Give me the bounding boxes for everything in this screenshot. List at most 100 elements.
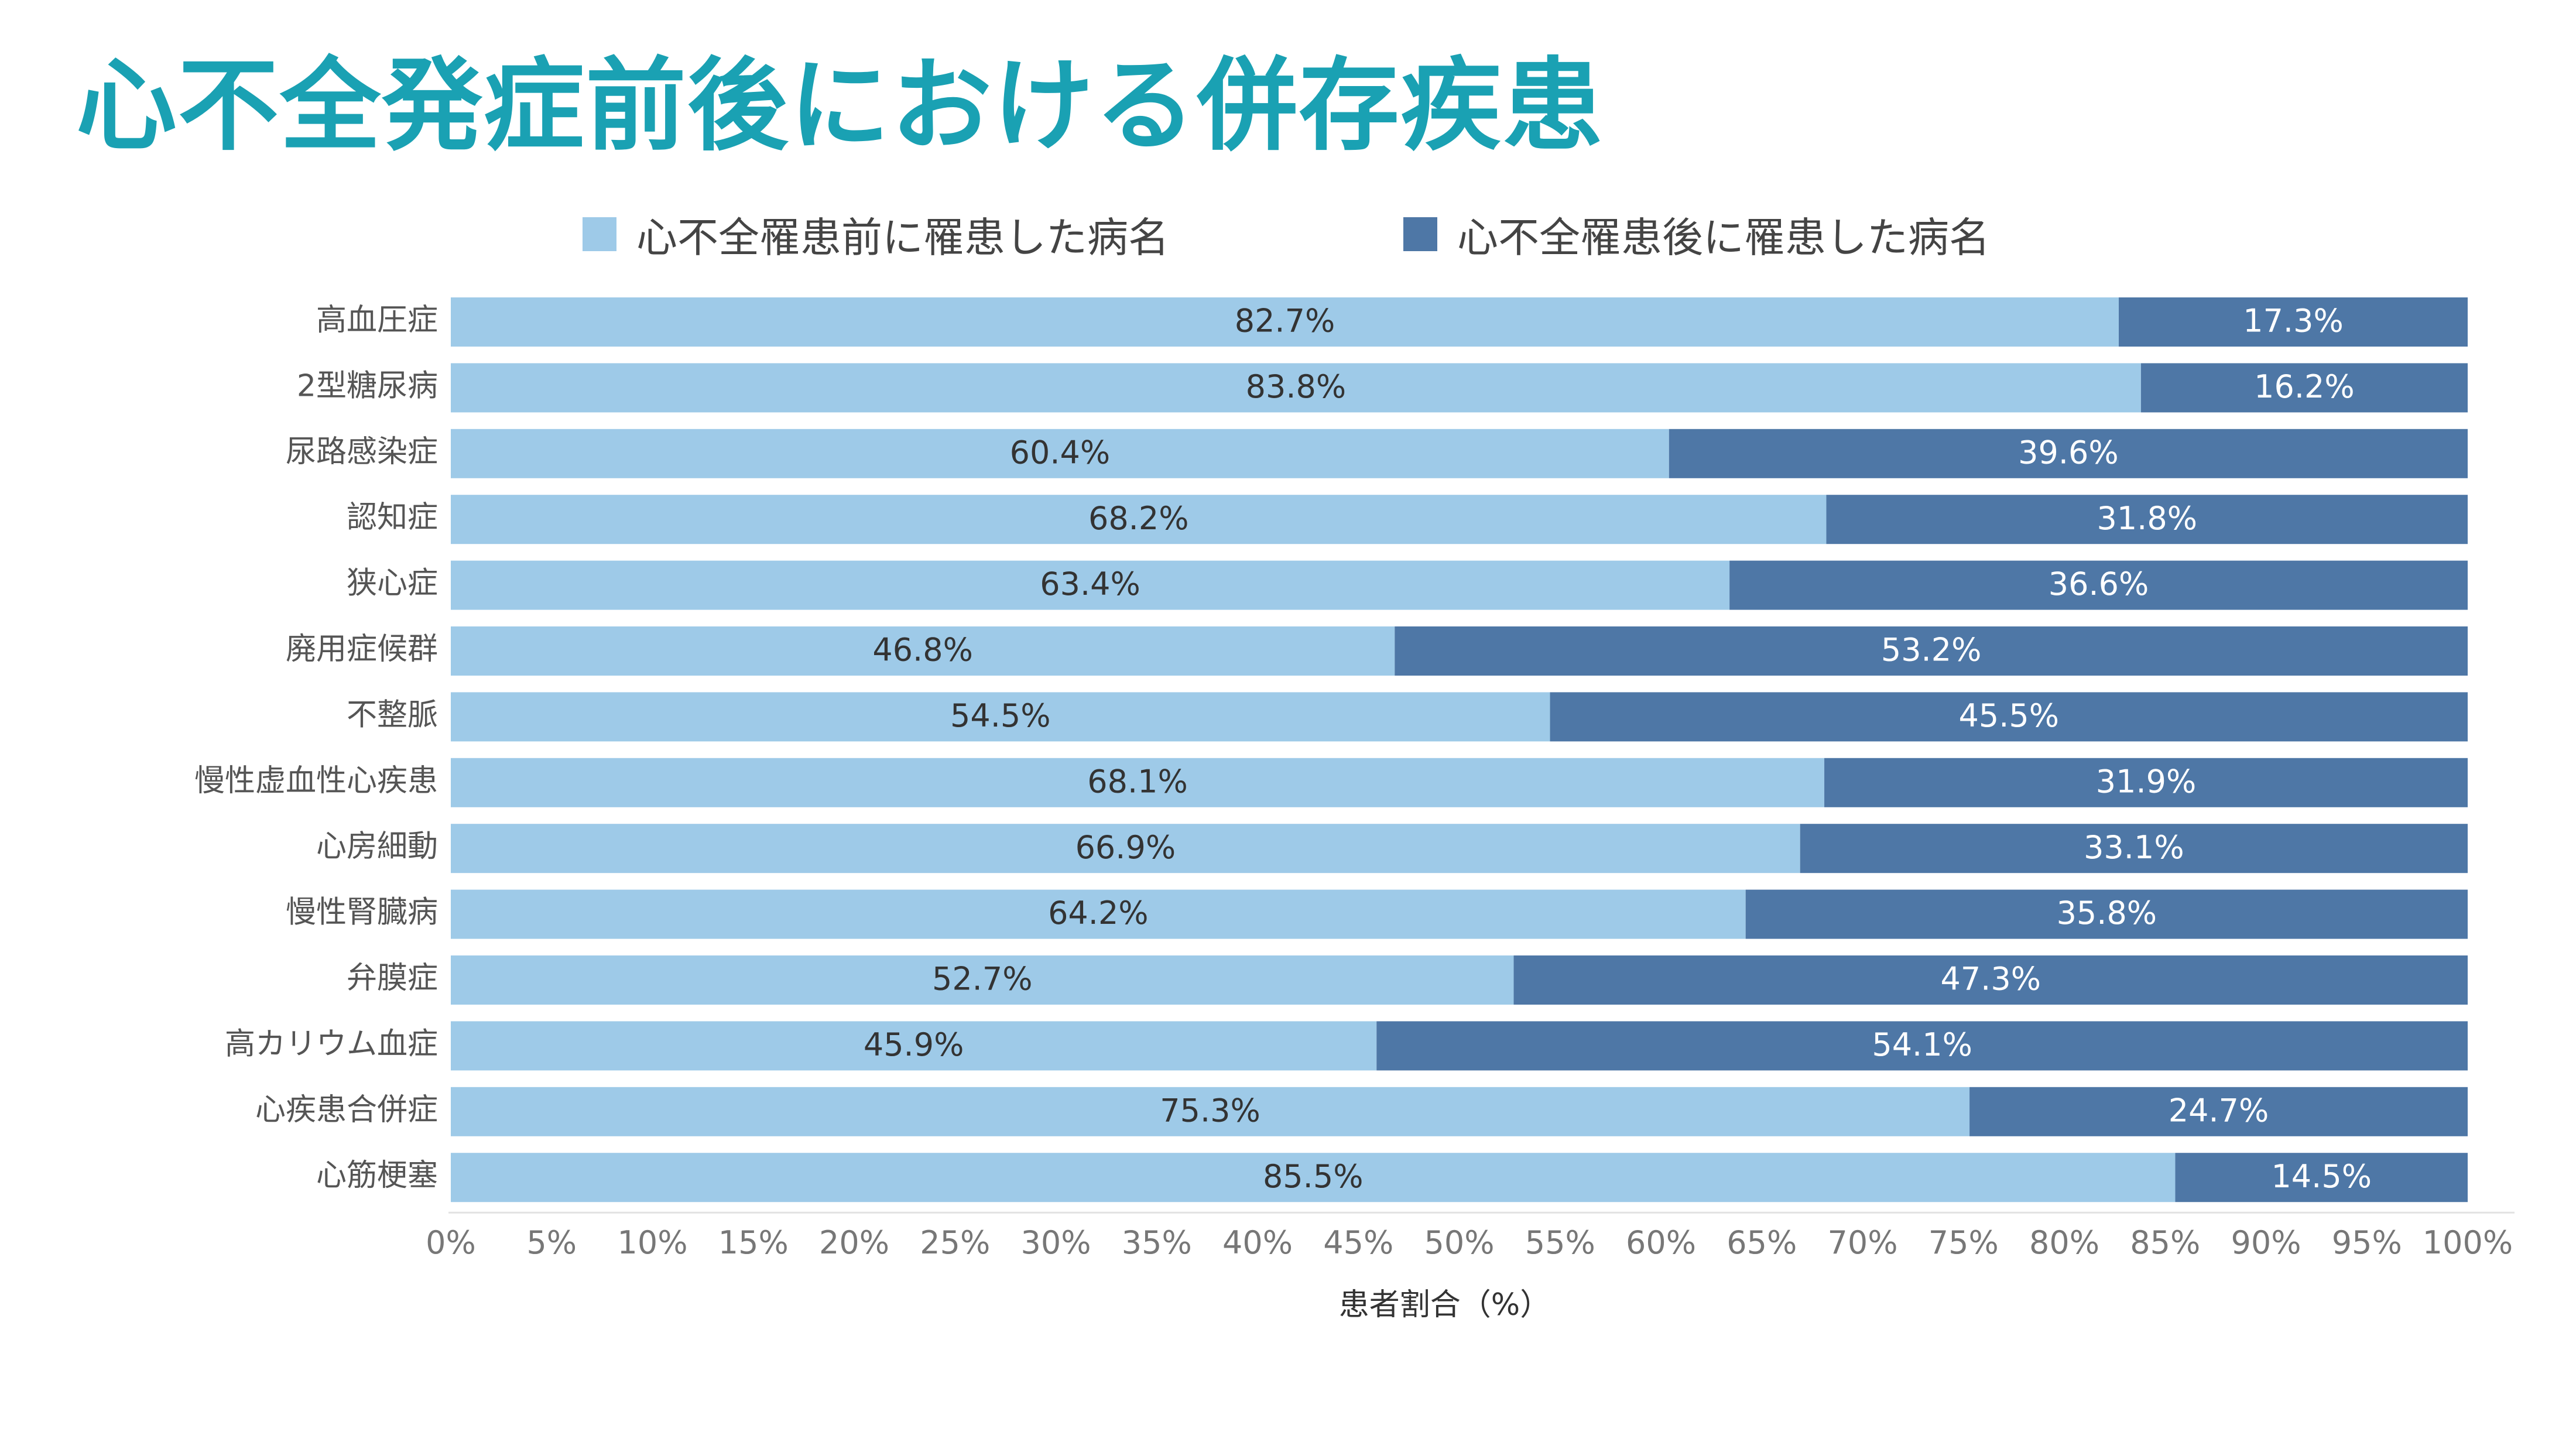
bar-after bbox=[1550, 692, 2468, 742]
bar-before bbox=[451, 1087, 1970, 1136]
data-label-after: 14.5% bbox=[2271, 1158, 2372, 1195]
data-label-after: 45.5% bbox=[1958, 697, 2059, 734]
bar-after bbox=[1376, 1021, 2468, 1071]
bar-after bbox=[2119, 297, 2468, 347]
legend-item-before: 心不全罹患前に罹患した病名 bbox=[583, 205, 1169, 264]
bar-after bbox=[1513, 955, 2468, 1005]
page-title: 心不全発症前後における併存疾患 bbox=[76, 47, 1604, 165]
data-label-after: 53.2% bbox=[1881, 632, 1982, 669]
x-tick-label: 65% bbox=[1727, 1224, 1797, 1261]
data-label-after: 24.7% bbox=[2169, 1092, 2269, 1129]
bar-before bbox=[451, 626, 1395, 676]
bar-before bbox=[451, 955, 1514, 1005]
bar-before bbox=[451, 758, 1825, 807]
data-label-after: 39.6% bbox=[2018, 434, 2119, 471]
data-label-after: 16.2% bbox=[2254, 368, 2355, 405]
x-tick-label: 10% bbox=[617, 1224, 687, 1261]
data-label-after: 54.1% bbox=[1872, 1026, 1972, 1063]
bar-before bbox=[451, 692, 1550, 742]
data-label-before: 75.3% bbox=[1160, 1092, 1260, 1129]
category-label: 心房細動 bbox=[316, 829, 438, 864]
bar-before bbox=[451, 297, 2119, 347]
legend-label-before: 心不全罹患前に罹患した病名 bbox=[636, 213, 1169, 262]
legend-label-after: 心不全罹患後に罹患した病名 bbox=[1457, 213, 1990, 262]
bar-after bbox=[1395, 626, 2468, 676]
x-tick-label: 80% bbox=[2029, 1224, 2099, 1261]
x-tick-label: 90% bbox=[2231, 1224, 2301, 1261]
x-tick-label: 60% bbox=[1626, 1224, 1696, 1261]
bar-before bbox=[451, 889, 1746, 939]
data-label-after: 35.8% bbox=[2057, 895, 2157, 931]
category-label: 廃用症候群 bbox=[286, 632, 438, 667]
data-label-before: 52.7% bbox=[932, 961, 1033, 998]
x-tick-label: 55% bbox=[1525, 1224, 1595, 1261]
category-label: 2型糖尿病 bbox=[297, 368, 438, 403]
data-label-before: 46.8% bbox=[872, 632, 973, 669]
category-label: 心筋梗塞 bbox=[316, 1158, 438, 1193]
x-tick-label: 45% bbox=[1323, 1224, 1393, 1261]
data-label-after: 33.1% bbox=[2084, 829, 2184, 866]
bar-after bbox=[1745, 889, 2468, 939]
x-tick-label: 70% bbox=[1827, 1224, 1897, 1261]
category-label: 高血圧症 bbox=[316, 303, 438, 338]
data-label-before: 85.5% bbox=[1263, 1158, 1364, 1195]
x-tick-label: 15% bbox=[718, 1224, 789, 1261]
bar-after bbox=[1800, 824, 2468, 873]
data-label-before: 68.1% bbox=[1087, 763, 1188, 800]
bar-before bbox=[451, 495, 1827, 544]
data-label-before: 83.8% bbox=[1246, 368, 1347, 405]
category-label: 弁膜症 bbox=[347, 961, 438, 996]
x-tick-label: 5% bbox=[526, 1224, 577, 1261]
x-axis-title: 患者割合（%） bbox=[1339, 1287, 1550, 1323]
data-label-before: 60.4% bbox=[1010, 434, 1111, 471]
x-tick-label: 95% bbox=[2332, 1224, 2402, 1261]
data-label-after: 17.3% bbox=[2243, 303, 2344, 340]
data-label-before: 64.2% bbox=[1048, 895, 1149, 931]
category-label: 尿路感染症 bbox=[286, 434, 438, 470]
bar-after bbox=[1969, 1087, 2468, 1136]
category-label: 心疾患合併症 bbox=[255, 1092, 438, 1128]
legend-swatch-after bbox=[1403, 217, 1437, 251]
x-tick-label: 30% bbox=[1020, 1224, 1091, 1261]
data-label-after: 31.9% bbox=[2096, 763, 2197, 800]
x-tick-label: 35% bbox=[1122, 1224, 1192, 1261]
category-label: 狭心症 bbox=[347, 566, 438, 601]
bar-after bbox=[2140, 363, 2468, 413]
x-tick-label: 50% bbox=[1424, 1224, 1494, 1261]
bar-before bbox=[451, 363, 2141, 413]
x-tick-label: 75% bbox=[1928, 1224, 1999, 1261]
bar-after bbox=[2175, 1153, 2468, 1203]
chart-legend: 心不全罹患前に罹患した病名 心不全罹患後に罹患した病名 bbox=[583, 205, 2224, 264]
category-label: 認知症 bbox=[347, 500, 438, 535]
category-label: 高カリウム血症 bbox=[225, 1026, 438, 1061]
category-label: 慢性腎臓病 bbox=[286, 895, 438, 930]
x-tick-label: 85% bbox=[2130, 1224, 2200, 1261]
legend-item-after: 心不全罹患後に罹患した病名 bbox=[1403, 205, 1990, 264]
bar-before bbox=[451, 560, 1730, 610]
data-label-before: 66.9% bbox=[1075, 829, 1176, 866]
data-label-after: 36.6% bbox=[2049, 566, 2149, 602]
x-tick-label: 0% bbox=[426, 1224, 476, 1261]
x-tick-label: 40% bbox=[1222, 1224, 1293, 1261]
bar-after bbox=[1824, 758, 2468, 807]
x-tick-label: 20% bbox=[819, 1224, 889, 1261]
bar-before bbox=[451, 824, 1800, 873]
data-label-before: 82.7% bbox=[1235, 303, 1335, 340]
category-label: 不整脈 bbox=[347, 697, 438, 732]
data-label-after: 31.8% bbox=[2097, 500, 2197, 537]
category-label: 慢性虚血性心疾患 bbox=[194, 763, 438, 799]
legend-swatch-before bbox=[583, 217, 616, 251]
data-label-before: 45.9% bbox=[864, 1026, 964, 1063]
bar-after bbox=[1729, 560, 2468, 610]
bar-after bbox=[1669, 429, 2468, 478]
data-label-before: 54.5% bbox=[950, 697, 1051, 734]
data-label-before: 68.2% bbox=[1088, 500, 1189, 537]
data-label-before: 63.4% bbox=[1040, 566, 1140, 602]
bar-after bbox=[1826, 495, 2468, 544]
bar-before bbox=[451, 1153, 2176, 1203]
bar-before bbox=[451, 429, 1669, 478]
data-label-after: 47.3% bbox=[1940, 961, 2041, 998]
x-tick-label: 25% bbox=[920, 1224, 990, 1261]
x-tick-label: 100% bbox=[2423, 1224, 2513, 1261]
